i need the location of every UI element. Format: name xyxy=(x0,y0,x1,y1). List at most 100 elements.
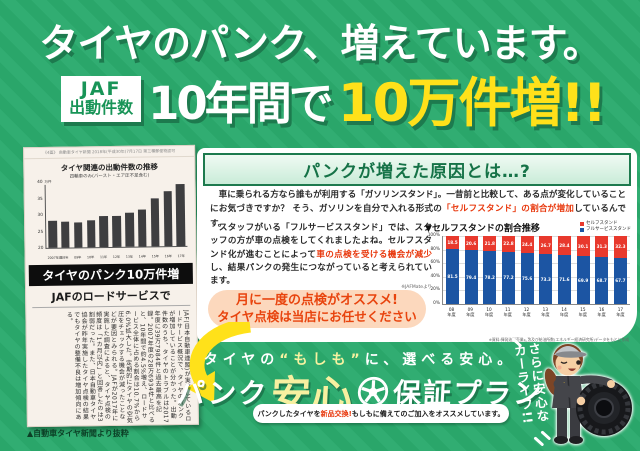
trend-ytick: 20 xyxy=(37,245,44,252)
selfstand-xlabel: 14 年度 xyxy=(559,307,569,318)
stacked-column: 18.5 81.5 xyxy=(446,236,459,304)
tagline-right: に、選べる安心。 xyxy=(364,352,517,368)
trend-xlabel: 14年 xyxy=(138,254,147,259)
segment-self: 24.4 xyxy=(520,236,534,253)
segment-self: 18.5 xyxy=(446,236,459,249)
cause-panel-header: パンクが増えた原因とは…? xyxy=(203,153,631,186)
segment-full: 77.2 xyxy=(501,251,515,304)
segment-self-value: 24.4 xyxy=(521,241,533,247)
trend-bar xyxy=(176,183,186,247)
legend-label: セルフスタンド xyxy=(586,221,618,226)
selfstand-ytick: 40% xyxy=(430,273,440,279)
paragraph-1-tail: しているんです。 xyxy=(210,204,626,229)
jaf-badge-line1: JAF xyxy=(80,78,122,101)
jaf-badge: JAF 出動件数 xyxy=(61,76,142,122)
segment-self: 22.8 xyxy=(501,236,515,252)
trend-xlabel: 17年 xyxy=(177,253,185,259)
legend-swatch-red-icon xyxy=(580,222,584,227)
stacked-column: 30.1 69.9 xyxy=(576,236,590,304)
trend-ytick: 30 xyxy=(37,212,44,219)
segment-self-value: 21.8 xyxy=(484,240,495,246)
plan-tagline: タイヤの“もしも”に、選べる安心。 xyxy=(195,349,525,369)
selfstand-gridline xyxy=(442,236,630,237)
clipping-black-headline: タイヤのパンク10万件増 xyxy=(28,262,193,287)
jaf-badge-line2: 出動件数 xyxy=(69,98,134,118)
trend-xlabel: 10年 xyxy=(87,255,95,260)
legend-item: フルサービススタンド xyxy=(580,227,631,233)
trend-bar xyxy=(137,209,147,247)
segment-self-value: 26.7 xyxy=(540,242,551,248)
segment-self-value: 32.3 xyxy=(615,244,626,250)
selfstand-chart-title: ▼セルフスタンドの割合推移 xyxy=(425,224,540,234)
trend-xlabel: 11年 xyxy=(99,255,108,260)
mascot-mechanic-illustration xyxy=(544,344,632,444)
segment-self-value: 20.6 xyxy=(465,240,477,246)
segment-full-value: 69.9 xyxy=(577,277,589,283)
selfstand-xlabel: 15 年度 xyxy=(578,307,588,318)
segment-full-value: 67.7 xyxy=(615,278,626,284)
selfstand-xlabel: 13 年度 xyxy=(541,307,550,318)
segment-self: 28.4 xyxy=(557,236,571,256)
segment-full: 81.5 xyxy=(446,248,459,304)
segment-self: 32.3 xyxy=(613,236,627,258)
selfstand-xlabel: 17 年度 xyxy=(616,307,625,318)
clipping-caption: ▲自動車タイヤ新聞より抜粋 xyxy=(27,429,129,438)
selfstand-gridline xyxy=(442,249,630,251)
selfstand-ytick: 80% xyxy=(430,246,440,252)
stacked-column: 21.8 78.2 xyxy=(483,236,497,304)
bottom-pill: パンクしたタイヤを 新品交換! もしもに備えてのご加入をオススメしています。 xyxy=(253,404,509,423)
pill-text-right: もしもに備えてのご加入をオススメしています。 xyxy=(351,409,505,418)
legend-item: セルフスタンド xyxy=(580,221,631,227)
segment-self: 30.1 xyxy=(576,236,590,257)
trend-ytick: 25 xyxy=(37,229,44,235)
segment-full-value: 78.2 xyxy=(484,274,495,280)
selfstand-legend: セルフスタンド フルサービススタンド xyxy=(580,221,631,233)
cause-paragraph-2: スタッフがいる「フルサービススタンド」では、スタッフの方が車の点検をしてくれまし… xyxy=(210,222,432,289)
stacked-column: 32.3 67.7 xyxy=(613,236,627,304)
selfstand-plot: 18.5 81.5 20.6 79.4 21.8 78.2 22.8 77.2 24.4 75.6… xyxy=(442,236,630,305)
selfstand-chart: ▼セルフスタンドの割合推移 セルフスタンド フルサービススタンド 18.5 81.5… xyxy=(425,221,631,342)
selfstand-xlabel: 08 年度 xyxy=(447,307,456,318)
recommend-line-2: タイヤ点検は当店にお任せください xyxy=(217,309,417,325)
mascot-block xyxy=(512,328,640,451)
subheadline-white: 10年間で xyxy=(148,76,334,130)
paragraph-2-tail: し、結果パンクの発生につながっていると考えられています。 xyxy=(210,262,432,287)
pill-red-text: 新品交換! xyxy=(320,409,352,418)
trend-xlabel: 13年 xyxy=(125,254,134,259)
selfstand-ytick: 100% xyxy=(427,233,440,238)
segment-full: 71.6 xyxy=(557,255,571,304)
paragraph-2-text: スタッフがいる「フルサービススタンド」では、スタッフの方が車の点検をしてくれまし… xyxy=(210,223,432,260)
trend-xlabel: 08年 xyxy=(61,255,69,260)
jaf-credit: ※JAFMateより xyxy=(401,285,432,290)
segment-self-value: 22.8 xyxy=(503,241,514,247)
trend-ytick: 35 xyxy=(37,196,43,202)
selfstand-chart-head: ▼セルフスタンドの割合推移 セルフスタンド フルサービススタンド xyxy=(425,221,631,234)
trend-chart-subtitle: 四輪車のみ(バースト・エア圧不足含む) xyxy=(69,173,150,180)
trend-bar xyxy=(86,220,96,248)
stacked-column: 20.6 79.4 xyxy=(464,236,478,304)
cause-paragraph-1: 車に乗られる方なら誰もが利用する「ガソリンスタンド」。一昔前と比較して、ある点が… xyxy=(210,188,626,231)
trend-ytick: 40 xyxy=(37,179,43,186)
curved-arrow-icon xyxy=(186,322,252,403)
stacked-column: 24.4 75.6 xyxy=(520,236,534,304)
trend-chart-xlabels: 2007年度 08年 09年 10年 11年 12年 13年 14年 15年 16年 17年 xyxy=(46,253,188,260)
main-headline: タイヤのパンク、増えています。 xyxy=(39,22,601,67)
segment-full-value: 68.7 xyxy=(596,278,607,284)
trend-bar xyxy=(125,212,135,247)
selfstand-xlabel: 12 年度 xyxy=(522,307,531,318)
segment-full: 67.7 xyxy=(613,257,627,304)
cause-panel-title: パンクが増えた原因とは…? xyxy=(303,162,531,182)
legend-swatch-blue-icon xyxy=(580,228,584,233)
segment-self: 21.8 xyxy=(483,236,497,251)
segment-full: 75.6 xyxy=(520,252,534,304)
highlight-red-1: 「セルフスタンド」の割合が増加 xyxy=(442,204,575,215)
segment-full: 69.9 xyxy=(576,256,590,304)
tagline-left: タイヤの xyxy=(203,352,280,368)
selfstand-gridline xyxy=(442,290,630,292)
subheadline-row: JAF 出動件数 10年間で 10万件増!! xyxy=(0,68,640,134)
selfstand-xlabel: 09 年度 xyxy=(466,307,475,318)
selfstand-xlabel: 16 年度 xyxy=(597,307,606,318)
clipping-article: JAF(日本自動車連盟)が実施しているロードサービス概況で、タイヤのパンクが増加… xyxy=(65,309,191,424)
selfstand-ytick: 0% xyxy=(433,301,440,306)
